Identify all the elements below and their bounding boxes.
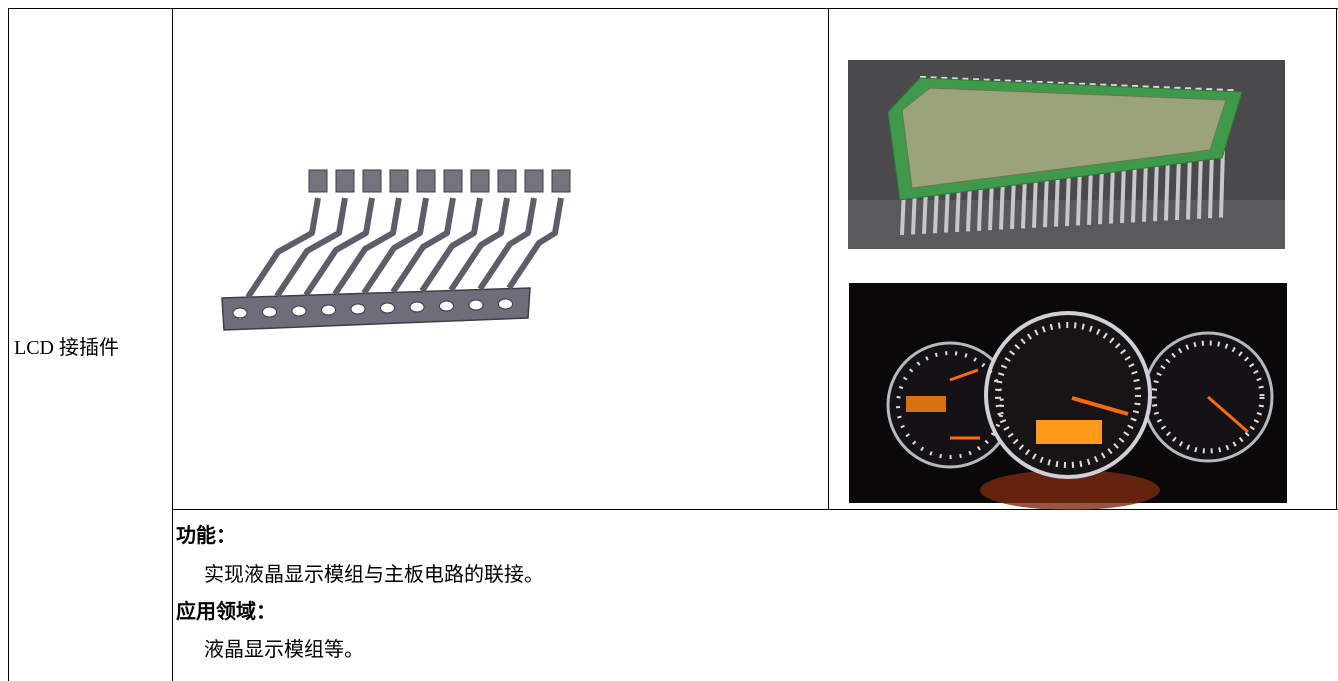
connector-terminal xyxy=(416,169,436,193)
connector-hole xyxy=(380,302,395,314)
lcd-pin xyxy=(1076,167,1082,226)
lcd-pin xyxy=(1175,154,1181,221)
lcd-pin xyxy=(1164,156,1170,221)
lcd-glass xyxy=(901,87,1227,189)
function-text: 实现液晶显示模组与主板电路的联接。 xyxy=(204,564,544,586)
connector-pin xyxy=(390,197,456,294)
lcd-pin xyxy=(1153,157,1159,222)
connector-hole xyxy=(409,301,425,313)
gauge-center xyxy=(984,311,1152,479)
lcd-pin xyxy=(1087,166,1093,225)
border-row xyxy=(172,509,1338,510)
connector-pin xyxy=(361,197,429,295)
border-col1 xyxy=(172,8,173,681)
border-top xyxy=(8,8,1338,9)
connector-hole xyxy=(232,307,248,319)
lcd-pin xyxy=(1098,164,1104,225)
needle xyxy=(949,368,979,382)
dash-glow xyxy=(980,470,1160,510)
connector-drawing xyxy=(221,169,571,331)
application-text: 液晶显示模组等。 xyxy=(204,639,364,661)
application-heading: 应用领域： xyxy=(176,601,276,623)
connector-pin xyxy=(477,197,537,291)
item-label: LCD 接插件 xyxy=(14,337,119,359)
connector-hole xyxy=(291,305,307,317)
needle xyxy=(1071,396,1129,416)
needle xyxy=(1207,395,1249,434)
connector-hole xyxy=(439,300,454,312)
border-right xyxy=(1336,8,1337,510)
gauge-ticks xyxy=(896,351,1004,459)
lcd-pin xyxy=(1109,163,1115,224)
connector-pin xyxy=(274,197,348,298)
gauge-ticks xyxy=(995,322,1141,468)
connector-terminal xyxy=(362,169,382,193)
dash-display xyxy=(1036,420,1102,444)
connector-hole xyxy=(468,299,484,311)
lcd-pin xyxy=(1197,152,1203,219)
connector-terminal xyxy=(389,169,409,193)
connector-hole xyxy=(321,304,336,316)
border-left xyxy=(8,8,9,681)
connector-hole xyxy=(262,306,277,318)
lcd-pin xyxy=(1208,150,1214,219)
connector-pin xyxy=(303,197,375,297)
lcd-pin xyxy=(1142,159,1148,222)
function-heading: 功能： xyxy=(176,525,236,547)
dash-display-left xyxy=(906,396,946,412)
connector-pin xyxy=(506,197,564,290)
connector-hole xyxy=(498,298,513,310)
connector-terminal xyxy=(497,169,517,193)
lcd-pin xyxy=(1219,149,1225,218)
gauge-ticks xyxy=(1151,340,1265,454)
lcd-pin xyxy=(1186,153,1192,220)
connector-terminal xyxy=(524,169,544,193)
connector-hole xyxy=(350,303,366,315)
connector-pin xyxy=(419,197,483,293)
lcd-pin xyxy=(1120,161,1126,224)
connector-terminal xyxy=(470,169,490,193)
connector-terminal xyxy=(308,169,328,193)
connector-terminal xyxy=(335,169,355,193)
connector-pin xyxy=(448,197,510,292)
border-col2 xyxy=(828,8,829,510)
connector-pin xyxy=(245,197,321,299)
connector-terminal xyxy=(443,169,463,193)
connector-strip xyxy=(221,287,531,331)
connector-pin xyxy=(332,197,402,296)
connector-terminal xyxy=(551,169,571,193)
lcd-pin xyxy=(1131,160,1137,223)
